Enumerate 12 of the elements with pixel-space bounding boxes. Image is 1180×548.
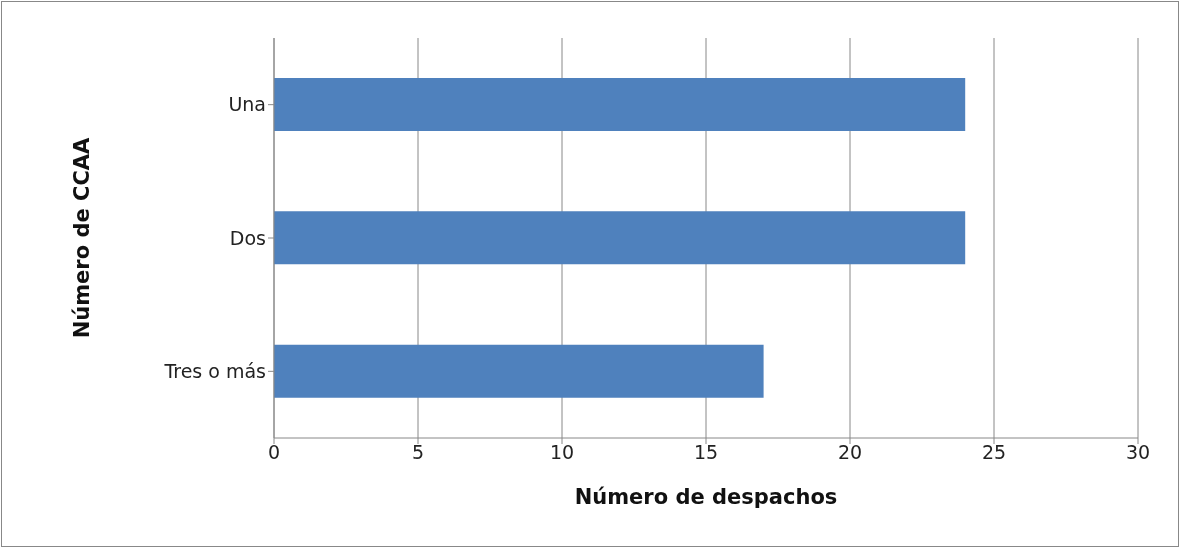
x-tick-label: 30: [1125, 441, 1151, 464]
x-tick-label: 10: [549, 441, 575, 464]
y-tick-label: Dos: [229, 226, 266, 249]
x-tick-label: 15: [693, 441, 719, 464]
y-tick-label: Tres o más: [163, 360, 266, 383]
y-axis-title: Número de CCAA: [70, 136, 95, 339]
x-axis-title: Número de despachos: [574, 485, 838, 509]
y-tick-label: Una: [228, 93, 266, 116]
x-tick-label: 25: [981, 441, 1007, 464]
x-tick-label: 20: [837, 441, 863, 464]
x-tick-label: 0: [267, 441, 281, 464]
x-tick-label: 5: [411, 441, 425, 464]
